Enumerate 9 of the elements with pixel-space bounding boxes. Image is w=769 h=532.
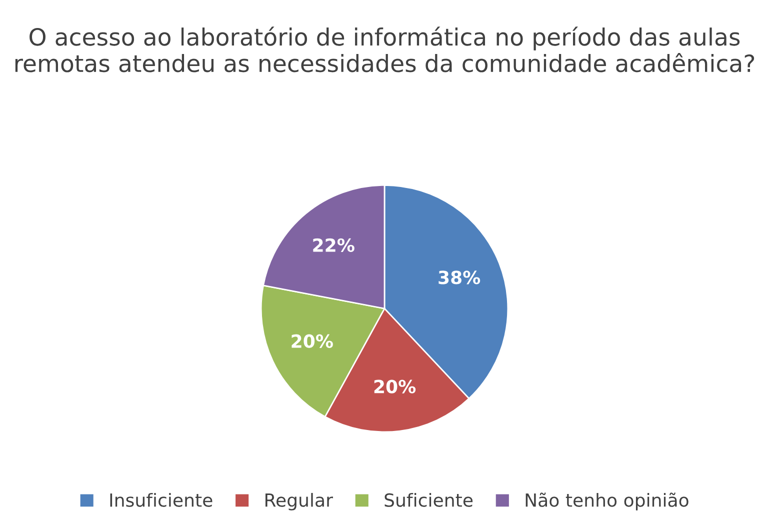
- legend-label: Regular: [266, 492, 333, 510]
- data-label: 20%: [292, 334, 333, 348]
- legend-label: Suficiente: [384, 492, 473, 507]
- legend-label: Insuficiente: [110, 492, 212, 507]
- legend-label: Não tenho opinião: [526, 492, 688, 510]
- data-label: 38%: [438, 270, 480, 284]
- data-label: 20%: [374, 380, 416, 394]
- chart-title: O acesso ao laboratório de informática no período das aulas remotas atendeu as necessidades da comunidade acadêmica?: [15, 26, 754, 72]
- data-label: 22%: [313, 238, 354, 252]
